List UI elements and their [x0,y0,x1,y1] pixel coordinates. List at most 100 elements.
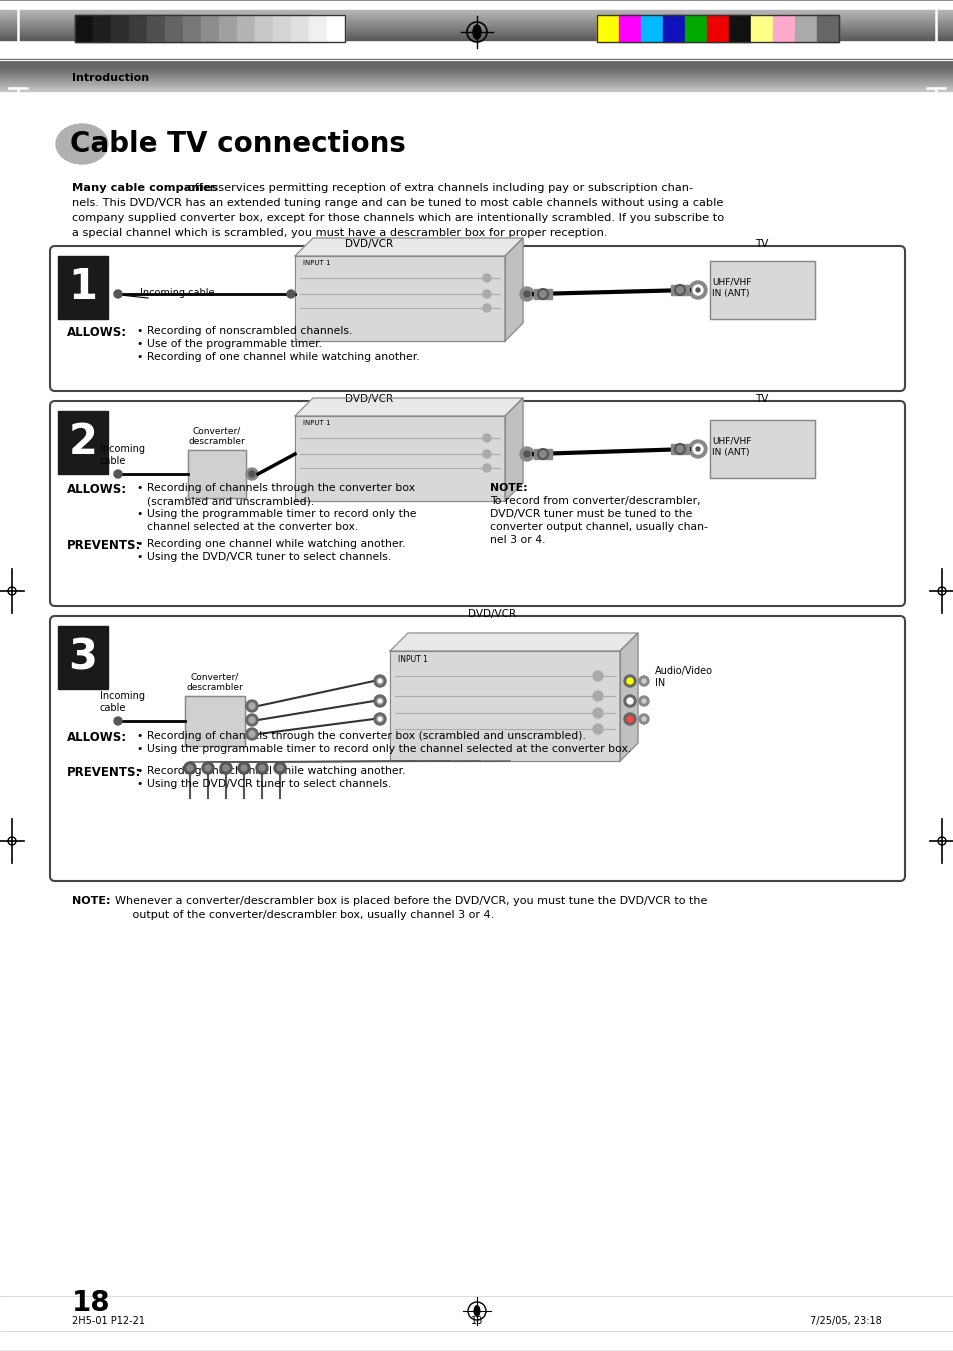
Bar [185,696,245,746]
Circle shape [249,471,254,477]
Circle shape [287,290,294,299]
Circle shape [593,671,602,681]
Text: INPUT 1: INPUT 1 [303,420,330,426]
Text: TV: TV [755,239,768,249]
Text: Whenever a converter/descrambler box is placed before the DVD/VCR, you must tune: Whenever a converter/descrambler box is … [108,896,706,920]
Bar [618,15,640,42]
Circle shape [626,678,633,684]
Circle shape [641,680,645,684]
Text: 3: 3 [69,636,97,678]
Text: TV: TV [755,394,768,404]
Text: 18: 18 [471,1316,482,1325]
Bar [670,285,688,295]
Text: Audio/Video
IN: Audio/Video IN [655,666,712,689]
Text: INPUT 1: INPUT 1 [303,259,330,266]
Circle shape [688,440,706,458]
Circle shape [482,450,491,458]
Circle shape [205,765,211,771]
Text: • Using the DVD/VCR tuner to select channels.: • Using the DVD/VCR tuner to select chan… [137,553,391,562]
Text: PREVENTS:: PREVENTS: [67,539,141,553]
Circle shape [378,700,381,703]
Bar [294,255,504,340]
Bar [58,626,108,689]
Text: DVD/VCR: DVD/VCR [468,609,516,619]
Text: DVD/VCR tuner must be tuned to the: DVD/VCR tuner must be tuned to the [490,509,692,519]
Circle shape [639,676,648,686]
Circle shape [692,285,702,295]
Bar [670,444,688,454]
Circle shape [246,728,257,740]
Circle shape [374,676,386,688]
Bar [390,651,619,761]
Polygon shape [504,238,522,340]
FancyBboxPatch shape [50,246,904,390]
Bar [183,15,201,42]
Circle shape [241,765,247,771]
Circle shape [113,470,122,478]
Text: 2: 2 [69,422,97,463]
Circle shape [482,274,491,282]
Circle shape [623,713,636,725]
Bar [662,15,684,42]
Circle shape [692,444,702,454]
Text: ALLOWS:: ALLOWS: [67,484,127,496]
Bar [165,15,183,42]
Text: (scrambled and unscrambled).: (scrambled and unscrambled). [147,496,314,507]
Bar [273,15,291,42]
Bar [219,15,236,42]
Bar [188,450,246,499]
Circle shape [688,281,706,299]
Circle shape [641,698,645,703]
Text: DVD/VCR: DVD/VCR [345,239,393,249]
Text: Introduction: Introduction [71,73,149,82]
Text: nels. This DVD/VCR has an extended tuning range and can be tuned to most cable c: nels. This DVD/VCR has an extended tunin… [71,199,722,208]
Text: 2H5-01 P12-21: 2H5-01 P12-21 [71,1316,145,1325]
Text: UHF/VHF
IN (ANT): UHF/VHF IN (ANT) [711,278,751,299]
Bar [772,15,794,42]
Text: a special channel which is scrambled, you must have a descrambler box for proper: a special channel which is scrambled, yo… [71,228,607,238]
Bar [294,416,504,501]
Text: • Recording one channel while watching another.: • Recording one channel while watching a… [137,766,405,775]
Circle shape [223,765,229,771]
Circle shape [482,434,491,442]
Circle shape [482,304,491,312]
Text: nel 3 or 4.: nel 3 or 4. [490,535,545,544]
Ellipse shape [56,124,108,163]
Bar [254,15,273,42]
Text: Converter/
descrambler: Converter/ descrambler [189,427,245,446]
Circle shape [696,288,700,292]
Polygon shape [294,399,522,416]
Bar [294,255,504,340]
Circle shape [593,690,602,701]
Circle shape [113,717,122,725]
Text: • Using the programmable timer to record only the channel selected at the conver: • Using the programmable timer to record… [137,744,631,754]
FancyBboxPatch shape [50,616,904,881]
Circle shape [376,678,382,684]
Circle shape [249,703,254,709]
Bar [709,420,814,478]
Bar [684,15,706,42]
Circle shape [246,467,257,480]
Text: • Using the DVD/VCR tuner to select channels.: • Using the DVD/VCR tuner to select chan… [137,780,391,789]
Bar [816,15,838,42]
Bar [58,411,108,474]
Text: • Recording of channels through the converter box (scrambled and unscrambled).: • Recording of channels through the conv… [137,731,585,740]
Circle shape [276,765,283,771]
Text: To record from converter/descrambler,: To record from converter/descrambler, [490,496,700,507]
Text: NOTE:: NOTE: [490,484,527,493]
Circle shape [249,717,254,723]
Circle shape [523,290,530,297]
Circle shape [626,716,633,721]
Text: 7/25/05, 23:18: 7/25/05, 23:18 [809,1316,882,1325]
Bar [147,15,165,42]
Circle shape [639,713,648,724]
Text: • Recording of nonscrambled channels.: • Recording of nonscrambled channels. [137,326,352,336]
Circle shape [376,698,382,704]
Bar [185,696,245,746]
Circle shape [274,762,286,774]
Circle shape [237,762,250,774]
Bar [236,15,254,42]
Circle shape [593,724,602,734]
Circle shape [246,713,257,725]
Circle shape [639,696,648,707]
